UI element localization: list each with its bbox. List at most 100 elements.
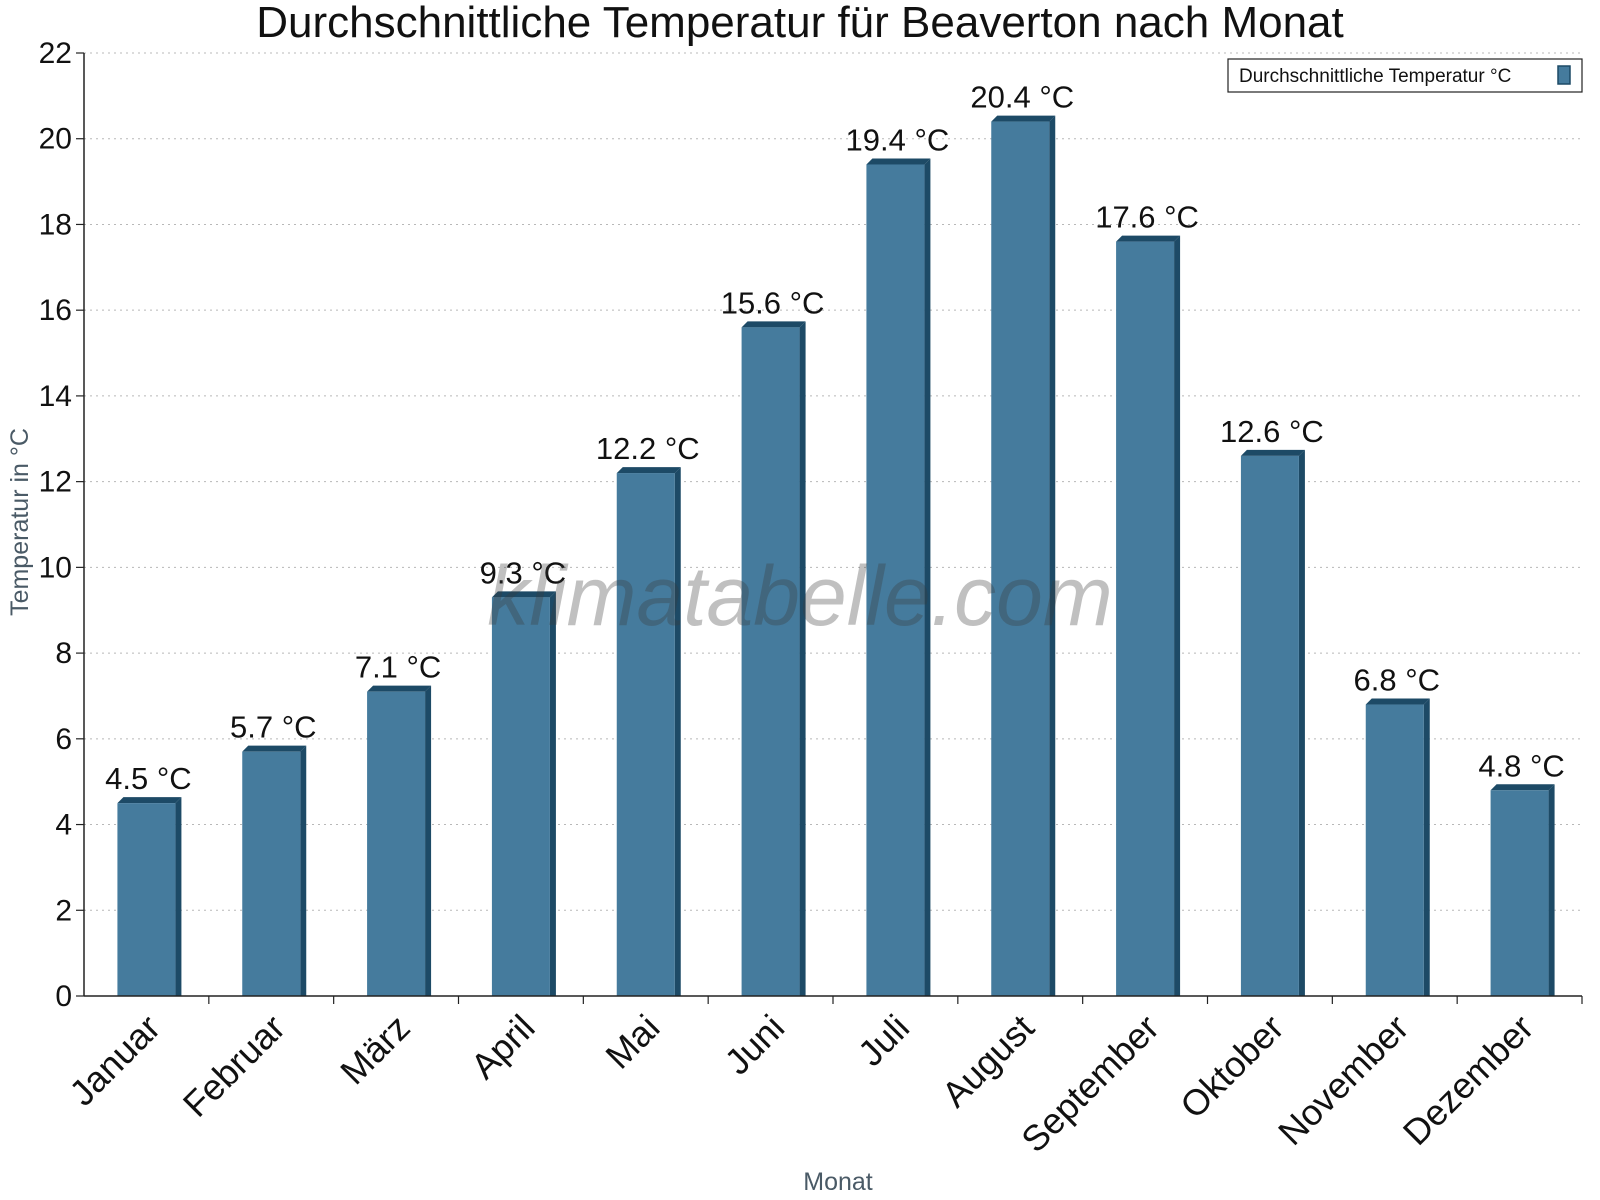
bar-side bbox=[799, 321, 806, 996]
x-tick-label: Juni bbox=[717, 1007, 793, 1083]
y-tick-label: 16 bbox=[39, 294, 72, 327]
bar-face bbox=[491, 597, 550, 996]
bar-1 bbox=[117, 797, 182, 996]
data-label: 15.6 °C bbox=[721, 285, 825, 320]
bar-face bbox=[991, 121, 1050, 997]
bar-face bbox=[1116, 241, 1175, 997]
y-tick-label: 22 bbox=[39, 37, 72, 70]
axes bbox=[76, 52, 1583, 1004]
bar-top bbox=[866, 158, 931, 165]
bar-side bbox=[425, 685, 432, 996]
bar-side bbox=[924, 158, 931, 997]
data-label: 6.8 °C bbox=[1354, 663, 1441, 698]
grid-lines bbox=[84, 52, 1582, 911]
y-tick-label: 8 bbox=[55, 637, 72, 670]
bar-10 bbox=[1240, 449, 1305, 996]
x-tick-label: Dezember bbox=[1395, 1007, 1541, 1153]
legend-swatch bbox=[1557, 65, 1571, 85]
bar-side bbox=[1049, 115, 1056, 997]
y-tick-label: 10 bbox=[39, 551, 72, 584]
data-label: 5.7 °C bbox=[230, 710, 317, 745]
x-tick-labels: Januar Februar März April Mai Juni Juli AugustS… bbox=[61, 1007, 1541, 1161]
x-tick-label: Februar bbox=[175, 1007, 293, 1125]
data-label: 12.6 °C bbox=[1220, 414, 1324, 449]
bar-face bbox=[242, 751, 301, 996]
bar-face bbox=[367, 691, 426, 996]
legend-label: Durchschnittliche Temperatur °C bbox=[1239, 66, 1511, 87]
x-tick-label: November bbox=[1270, 1007, 1416, 1153]
bar-top bbox=[741, 321, 806, 328]
y-tick-label: 12 bbox=[39, 466, 72, 499]
bar-11 bbox=[1365, 698, 1430, 996]
bar-side bbox=[175, 797, 182, 996]
bar-side bbox=[300, 745, 307, 996]
bar-face bbox=[616, 473, 675, 997]
bar-top bbox=[616, 467, 681, 474]
bar-top bbox=[1490, 784, 1555, 791]
x-tick-label: September bbox=[1013, 1007, 1167, 1161]
data-label: 7.1 °C bbox=[355, 650, 442, 685]
bar-4 bbox=[491, 591, 556, 996]
bar-8 bbox=[991, 115, 1056, 997]
data-label: 12.2 °C bbox=[596, 431, 700, 466]
x-tick-label: Mai bbox=[597, 1007, 667, 1077]
y-tick-label: 18 bbox=[39, 208, 72, 241]
bar-2 bbox=[242, 745, 307, 996]
bar-3 bbox=[367, 685, 432, 996]
x-tick-label: Januar bbox=[61, 1007, 168, 1114]
watermark: klimatabelle.com bbox=[487, 549, 1113, 643]
bar-top bbox=[1116, 235, 1181, 242]
bar-face bbox=[1240, 455, 1299, 996]
data-labels: 4.5 °C 5.7 °C 7.1 °C 9.3 °C 12.2 °C 15.6 °C 19… bbox=[105, 80, 1565, 797]
bar-top bbox=[991, 115, 1056, 122]
data-label: 19.4 °C bbox=[846, 122, 950, 157]
bar-side bbox=[1298, 449, 1305, 996]
bar-face bbox=[866, 164, 925, 997]
data-label: 17.6 °C bbox=[1095, 200, 1199, 235]
data-label: 20.4 °C bbox=[970, 80, 1074, 115]
bar-side bbox=[674, 467, 681, 997]
legend-box bbox=[1227, 58, 1583, 93]
bar-face bbox=[1365, 704, 1424, 996]
bar-side bbox=[1174, 235, 1181, 997]
bar-top bbox=[1365, 698, 1430, 705]
bar-5 bbox=[616, 467, 681, 997]
bars bbox=[117, 115, 1555, 997]
bar-face bbox=[117, 803, 176, 996]
y-tick-label: 4 bbox=[55, 809, 72, 842]
bar-6 bbox=[741, 321, 806, 996]
x-axis-title: Monat bbox=[803, 1168, 873, 1196]
y-tick-labels: 0 2 4 6 8 10 12 14 16 18 20 22 bbox=[39, 37, 72, 1013]
bar-top bbox=[117, 797, 182, 804]
data-label: 4.8 °C bbox=[1478, 748, 1565, 783]
y-tick-label: 2 bbox=[55, 894, 72, 927]
data-label: 9.3 °C bbox=[480, 555, 567, 590]
bar-top bbox=[242, 745, 307, 752]
y-tick-label: 14 bbox=[39, 380, 72, 413]
bar-top bbox=[1240, 449, 1305, 456]
bar-top bbox=[491, 591, 556, 598]
data-label: 4.5 °C bbox=[105, 761, 192, 796]
legend: Durchschnittliche Temperatur °C bbox=[1227, 58, 1583, 93]
x-tick-label: Juli bbox=[850, 1007, 917, 1074]
y-axis-title: Temperatur in °C bbox=[6, 428, 34, 616]
bar-12 bbox=[1490, 784, 1555, 996]
bar-side bbox=[1548, 784, 1555, 996]
bar-7 bbox=[866, 158, 931, 997]
bar-side bbox=[549, 591, 556, 996]
bar-face bbox=[741, 327, 800, 996]
bar-side bbox=[1423, 698, 1430, 996]
y-tick-label: 20 bbox=[39, 123, 72, 156]
x-tick-label: März bbox=[332, 1007, 418, 1093]
x-tick-label: Oktober bbox=[1172, 1007, 1292, 1127]
bar-9 bbox=[1116, 235, 1181, 997]
x-tick-label: April bbox=[463, 1007, 543, 1087]
y-tick-label: 6 bbox=[55, 723, 72, 756]
chart-title: Durchschnittliche Temperatur für Beavert… bbox=[256, 0, 1344, 47]
x-tick-label: August bbox=[934, 1007, 1042, 1115]
bar-face bbox=[1490, 790, 1549, 996]
bar-top bbox=[367, 685, 432, 692]
y-tick-label: 0 bbox=[55, 980, 72, 1013]
